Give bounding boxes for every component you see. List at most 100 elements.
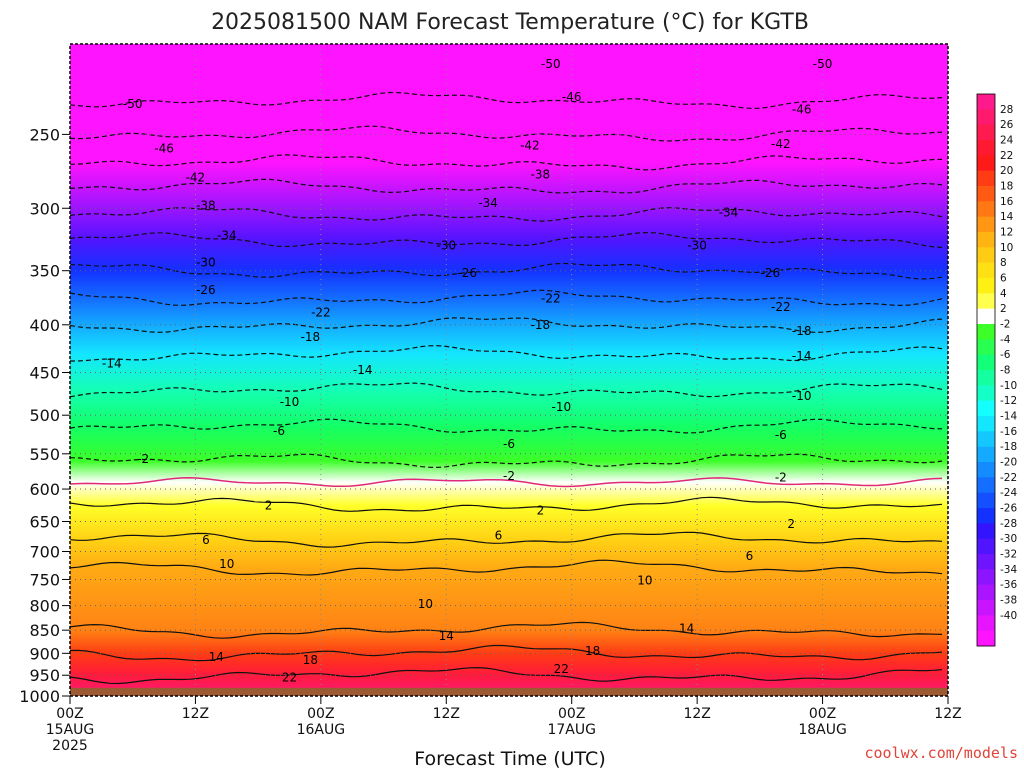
contour-label-23: -18 [531, 318, 551, 332]
x-tick-label-h48-1: 17AUG [547, 722, 596, 738]
contour-label-35: -2 [137, 452, 149, 466]
colorbar-label-17: -8 [1000, 365, 1010, 377]
y-tick-label-250: 250 [29, 125, 60, 144]
colorbar-swatch-2 [977, 124, 995, 141]
contour-label-27: -14 [102, 356, 122, 370]
x-tick-label-h0-1: 15AUG [46, 722, 95, 738]
colorbar-swatch-18 [977, 370, 995, 386]
contour-label-8: -42 [186, 170, 206, 184]
colorbar-swatch-29 [977, 538, 995, 555]
colorbar-swatch-5 [977, 170, 995, 187]
colorbar-label-14: -2 [1000, 319, 1010, 331]
contour-label-32: -6 [273, 424, 285, 438]
colorbar-swatch-10 [977, 247, 995, 264]
colorbar-swatch-27 [977, 508, 995, 524]
colorbar-swatch-16 [977, 339, 995, 356]
isotherm-minus30 [70, 231, 943, 248]
freezing-line [70, 477, 943, 488]
colorbar-swatch-6 [977, 186, 995, 202]
chart-title: 2025081500 NAM Forecast Temperature (°C)… [211, 10, 809, 35]
colorbar-swatch-28 [977, 523, 995, 540]
colorbar-label-20: -14 [1000, 411, 1017, 423]
contour-label-7: -42 [771, 137, 791, 151]
colorbar-swatch-19 [977, 385, 995, 402]
colorbar-label-8: 12 [1000, 227, 1013, 239]
y-tick-label-1000: 1000 [19, 687, 60, 706]
x-tick-label-h60-0: 12Z [683, 706, 710, 722]
colorbar-swatch-15 [977, 324, 995, 340]
y-tick-label-550: 550 [29, 445, 60, 464]
colorbar-label-5: 18 [1000, 181, 1013, 193]
colorbar-swatch-9 [977, 232, 995, 248]
x-tick-label-h72-1: 18AUG [798, 722, 847, 738]
contour-label-25: -18 [301, 330, 321, 344]
y-tick-label-300: 300 [29, 199, 60, 218]
colorbar-swatch-35 [977, 630, 995, 647]
x-tick-label-h24-0: 00Z [307, 706, 334, 722]
y-tick-label-450: 450 [29, 364, 60, 383]
isotherm-minus34 [70, 207, 943, 222]
ground-below-surface [70, 687, 948, 696]
isotherm-2 [70, 496, 943, 512]
colorbar-label-3: 22 [1000, 150, 1013, 162]
contour-label-51: 18 [585, 644, 600, 658]
colorbar-swatch-17 [977, 354, 995, 371]
y-tick-label-950: 950 [29, 666, 60, 685]
colorbar-label-28: -30 [1000, 533, 1017, 545]
contour-label-9: -38 [531, 168, 551, 182]
contour-label-18: -26 [760, 266, 780, 280]
colorbar-swatch-14 [977, 308, 995, 325]
colorbar: 28 26 24 22 20 18 16 14 12 10 8 6 4 2 -2 -4 -6 -8 -10 -12 -1… [976, 93, 1017, 647]
contour-label-3: -46 [562, 90, 582, 104]
colorbar-label-15: -4 [1000, 334, 1011, 346]
colorbar-swatch-23 [977, 446, 995, 463]
contour-label-38: 2 [265, 499, 273, 513]
x-tick-label-h24-1: 16AUG [297, 722, 346, 738]
contour-label-33: -6 [775, 428, 787, 442]
contour-label-26: -14 [792, 349, 812, 363]
colorbar-swatch-4 [977, 155, 995, 172]
y-tick-label-500: 500 [29, 406, 60, 425]
colorbar-label-21: -16 [1000, 426, 1017, 438]
x-tick-label-h12-0: 12Z [182, 706, 209, 722]
isotherm-18 [70, 644, 943, 662]
isotherm-10 [70, 559, 943, 576]
colorbar-swatch-25 [977, 477, 995, 494]
colorbar-label-29: -32 [1000, 549, 1017, 561]
y-tick-label-600: 600 [29, 480, 60, 499]
colorbar-label-12: 4 [1000, 288, 1007, 300]
colorbar-swatch-34 [977, 615, 995, 632]
colorbar-swatch-7 [977, 201, 995, 218]
contour-label-30: -10 [280, 395, 300, 409]
colorbar-label-16: -6 [1000, 349, 1011, 361]
isotherm-6 [70, 531, 943, 548]
y-tick-label-700: 700 [29, 543, 60, 562]
contour-label-15: -30 [687, 239, 707, 253]
isotherm-minus26 [70, 262, 943, 280]
contour-label-37: -2 [775, 470, 787, 484]
y-tick-label-400: 400 [29, 316, 60, 335]
contour-label-44: 10 [219, 557, 234, 571]
colorbar-label-22: -18 [1000, 441, 1017, 453]
colorbar-swatch-20 [977, 400, 995, 417]
y-tick-label-850: 850 [29, 621, 60, 640]
x-axis-label: Forecast Time (UTC) [414, 748, 605, 768]
contour-label-12: -34 [719, 205, 739, 219]
colorbar-label-13: 2 [1000, 303, 1007, 315]
contour-label-39: 2 [537, 504, 545, 518]
colorbar-frame [976, 93, 996, 647]
colorbar-label-1: 26 [1000, 119, 1014, 131]
colorbar-swatch-11 [977, 262, 995, 279]
contour-label-2: -50 [123, 97, 143, 111]
isotherm-minus46 [70, 125, 943, 142]
contour-label-29: -10 [792, 389, 812, 403]
colorbar-swatch-1 [977, 109, 995, 126]
isotherm-minus18 [70, 317, 943, 333]
x-tick-label-h48-0: 00Z [558, 706, 585, 722]
contour-label-21: -22 [771, 300, 791, 314]
contour-label-42: 6 [495, 529, 503, 543]
y-tick-label-650: 650 [29, 512, 60, 531]
contour-label-43: 6 [746, 549, 754, 563]
colorbar-label-25: -24 [1000, 487, 1017, 499]
contour-label-47: 14 [439, 629, 454, 643]
